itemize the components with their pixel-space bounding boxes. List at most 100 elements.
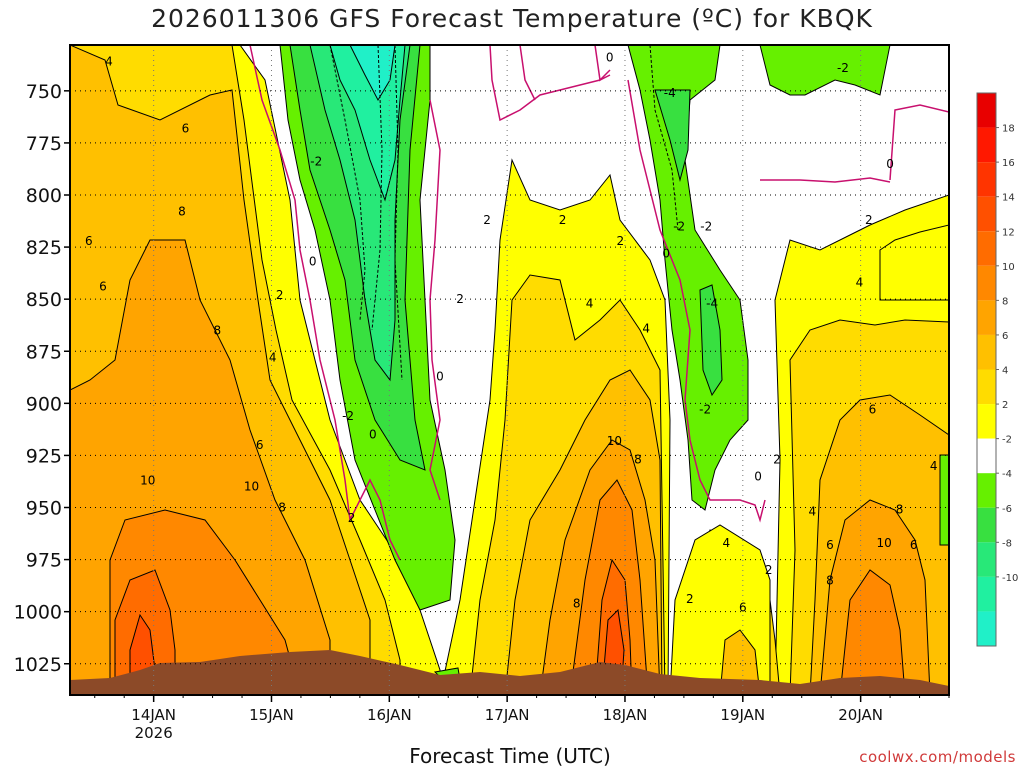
colorbar-swatch <box>977 542 996 577</box>
contour-label: 6 <box>869 403 877 417</box>
colorbar-label: 2 <box>1002 400 1008 411</box>
colorbar-label: 8 <box>1002 296 1008 307</box>
colorbar-label: -6 <box>1002 504 1012 515</box>
warm-region-2-upper-right <box>879 224 949 301</box>
contour-label: -2 <box>310 155 322 169</box>
contour-label: -2 <box>700 219 712 233</box>
negative-contour-1 <box>329 45 366 321</box>
y-tick-label: 925 <box>26 445 62 467</box>
contour-label: -4 <box>664 86 676 100</box>
contour-label: -4 <box>706 296 718 310</box>
contour-label: 0 <box>886 157 894 171</box>
colorbar-swatch <box>977 162 996 197</box>
contour-label: 4 <box>586 296 594 310</box>
y-tick-label: 975 <box>26 550 62 572</box>
contour-label: 0 <box>662 246 670 260</box>
colorbar-label: 10 <box>1002 262 1015 273</box>
contour-label: 8 <box>573 596 581 610</box>
colorbar-label: -2 <box>1002 435 1012 446</box>
colorbar-swatch <box>977 438 996 474</box>
contour-label: 2 <box>276 288 284 302</box>
colorbar-swatch <box>977 265 996 301</box>
contour-label: 2 <box>686 592 694 606</box>
contour-label: 2 <box>865 213 873 227</box>
x-tick-label: 14JAN <box>131 706 176 724</box>
zero-contour-3 <box>489 45 611 122</box>
y-tick-label: 850 <box>26 289 62 311</box>
contour-label: 6 <box>910 538 918 552</box>
contour-label: 6 <box>256 438 264 452</box>
zero-contour-5 <box>627 79 766 523</box>
y-axis: 750 775 800 825 850 875 900 925 950 975 1000 1025 <box>14 81 70 676</box>
contour-label: 6 <box>85 234 93 248</box>
colorbar-label: -4 <box>1002 469 1012 480</box>
y-tick-label: 750 <box>26 81 62 103</box>
contour-label: 6 <box>99 280 107 294</box>
colorbar-label: 14 <box>1002 193 1015 204</box>
x-tick-label: 19JAN <box>720 706 765 724</box>
y-tick-label: 900 <box>26 393 62 415</box>
contour-label: -2 <box>699 403 711 417</box>
y-tick-label: 875 <box>26 341 62 363</box>
contour-label: 4 <box>642 321 650 335</box>
contour-label: 10 <box>877 536 892 550</box>
contour-label: -2 <box>673 219 685 233</box>
contour-label: 2 <box>456 292 464 306</box>
colorbar-label: -10 <box>1002 573 1018 584</box>
negative-contour-2 <box>371 45 383 331</box>
contour-label: -2 <box>342 409 354 423</box>
colorbar-label: 4 <box>1002 366 1008 377</box>
colorbar-swatch <box>977 473 996 508</box>
colorbar-swatch <box>977 93 996 128</box>
negative-contour-4 <box>649 45 679 231</box>
colorbar-swatch <box>977 231 996 266</box>
contour-label: 8 <box>178 205 186 219</box>
contour-label: 6 <box>739 601 747 615</box>
cold-region-minus4-right <box>654 89 691 182</box>
x-tick-label: 20JAN <box>838 706 883 724</box>
colorbar-label: -8 <box>1002 538 1012 549</box>
contour-label: 0 <box>309 255 317 269</box>
contour-label: 2 <box>765 563 773 577</box>
colorbar-label: 18 <box>1002 124 1015 135</box>
cold-region-minus2-top-right <box>759 45 891 96</box>
x-tick-label: 15JAN <box>249 706 294 724</box>
y-tick-label: 1025 <box>14 654 62 676</box>
colorbar-swatch <box>977 334 996 370</box>
contour-label: 0 <box>606 51 614 65</box>
zero-contour-7 <box>889 104 949 181</box>
x-tick-label: 17JAN <box>485 706 530 724</box>
zero-contour-2 <box>429 99 441 501</box>
colorbar-swatch <box>977 611 996 646</box>
contour-label: -2 <box>837 61 849 75</box>
colorbar-swatch <box>977 507 996 543</box>
x-tick-year: 2026 <box>135 724 173 742</box>
contour-label: 4 <box>269 351 277 365</box>
warm-region-10-right <box>839 569 906 695</box>
x-tick-label: 16JAN <box>367 706 412 724</box>
y-tick-label: 775 <box>26 133 62 155</box>
contour-label: 10 <box>140 473 155 487</box>
colorbar-swatch <box>977 300 996 335</box>
contour-label: 8 <box>634 453 642 467</box>
contour-label: 2 <box>348 511 356 525</box>
contour-label: 2 <box>559 213 567 227</box>
colorbar-label: 12 <box>1002 227 1015 238</box>
zero-contour-8 <box>594 45 611 82</box>
cold-region-minus4-right-b <box>699 284 723 397</box>
credit-link[interactable]: coolwx.com/models <box>859 748 1016 766</box>
contour-label: 6 <box>826 538 834 552</box>
contour-label: 8 <box>896 503 904 517</box>
contour-label: 4 <box>722 536 730 550</box>
colorbar-label: 6 <box>1002 331 1008 342</box>
colorbar-swatch <box>977 576 996 612</box>
contour-label: 4 <box>856 276 864 290</box>
zero-contour-6 <box>760 177 891 183</box>
contour-label: 4 <box>105 55 113 69</box>
contour-label: 0 <box>754 469 762 483</box>
contour-label: 10 <box>607 434 622 448</box>
colorbar-swatch <box>977 196 996 232</box>
contour-label: 10 <box>244 480 259 494</box>
